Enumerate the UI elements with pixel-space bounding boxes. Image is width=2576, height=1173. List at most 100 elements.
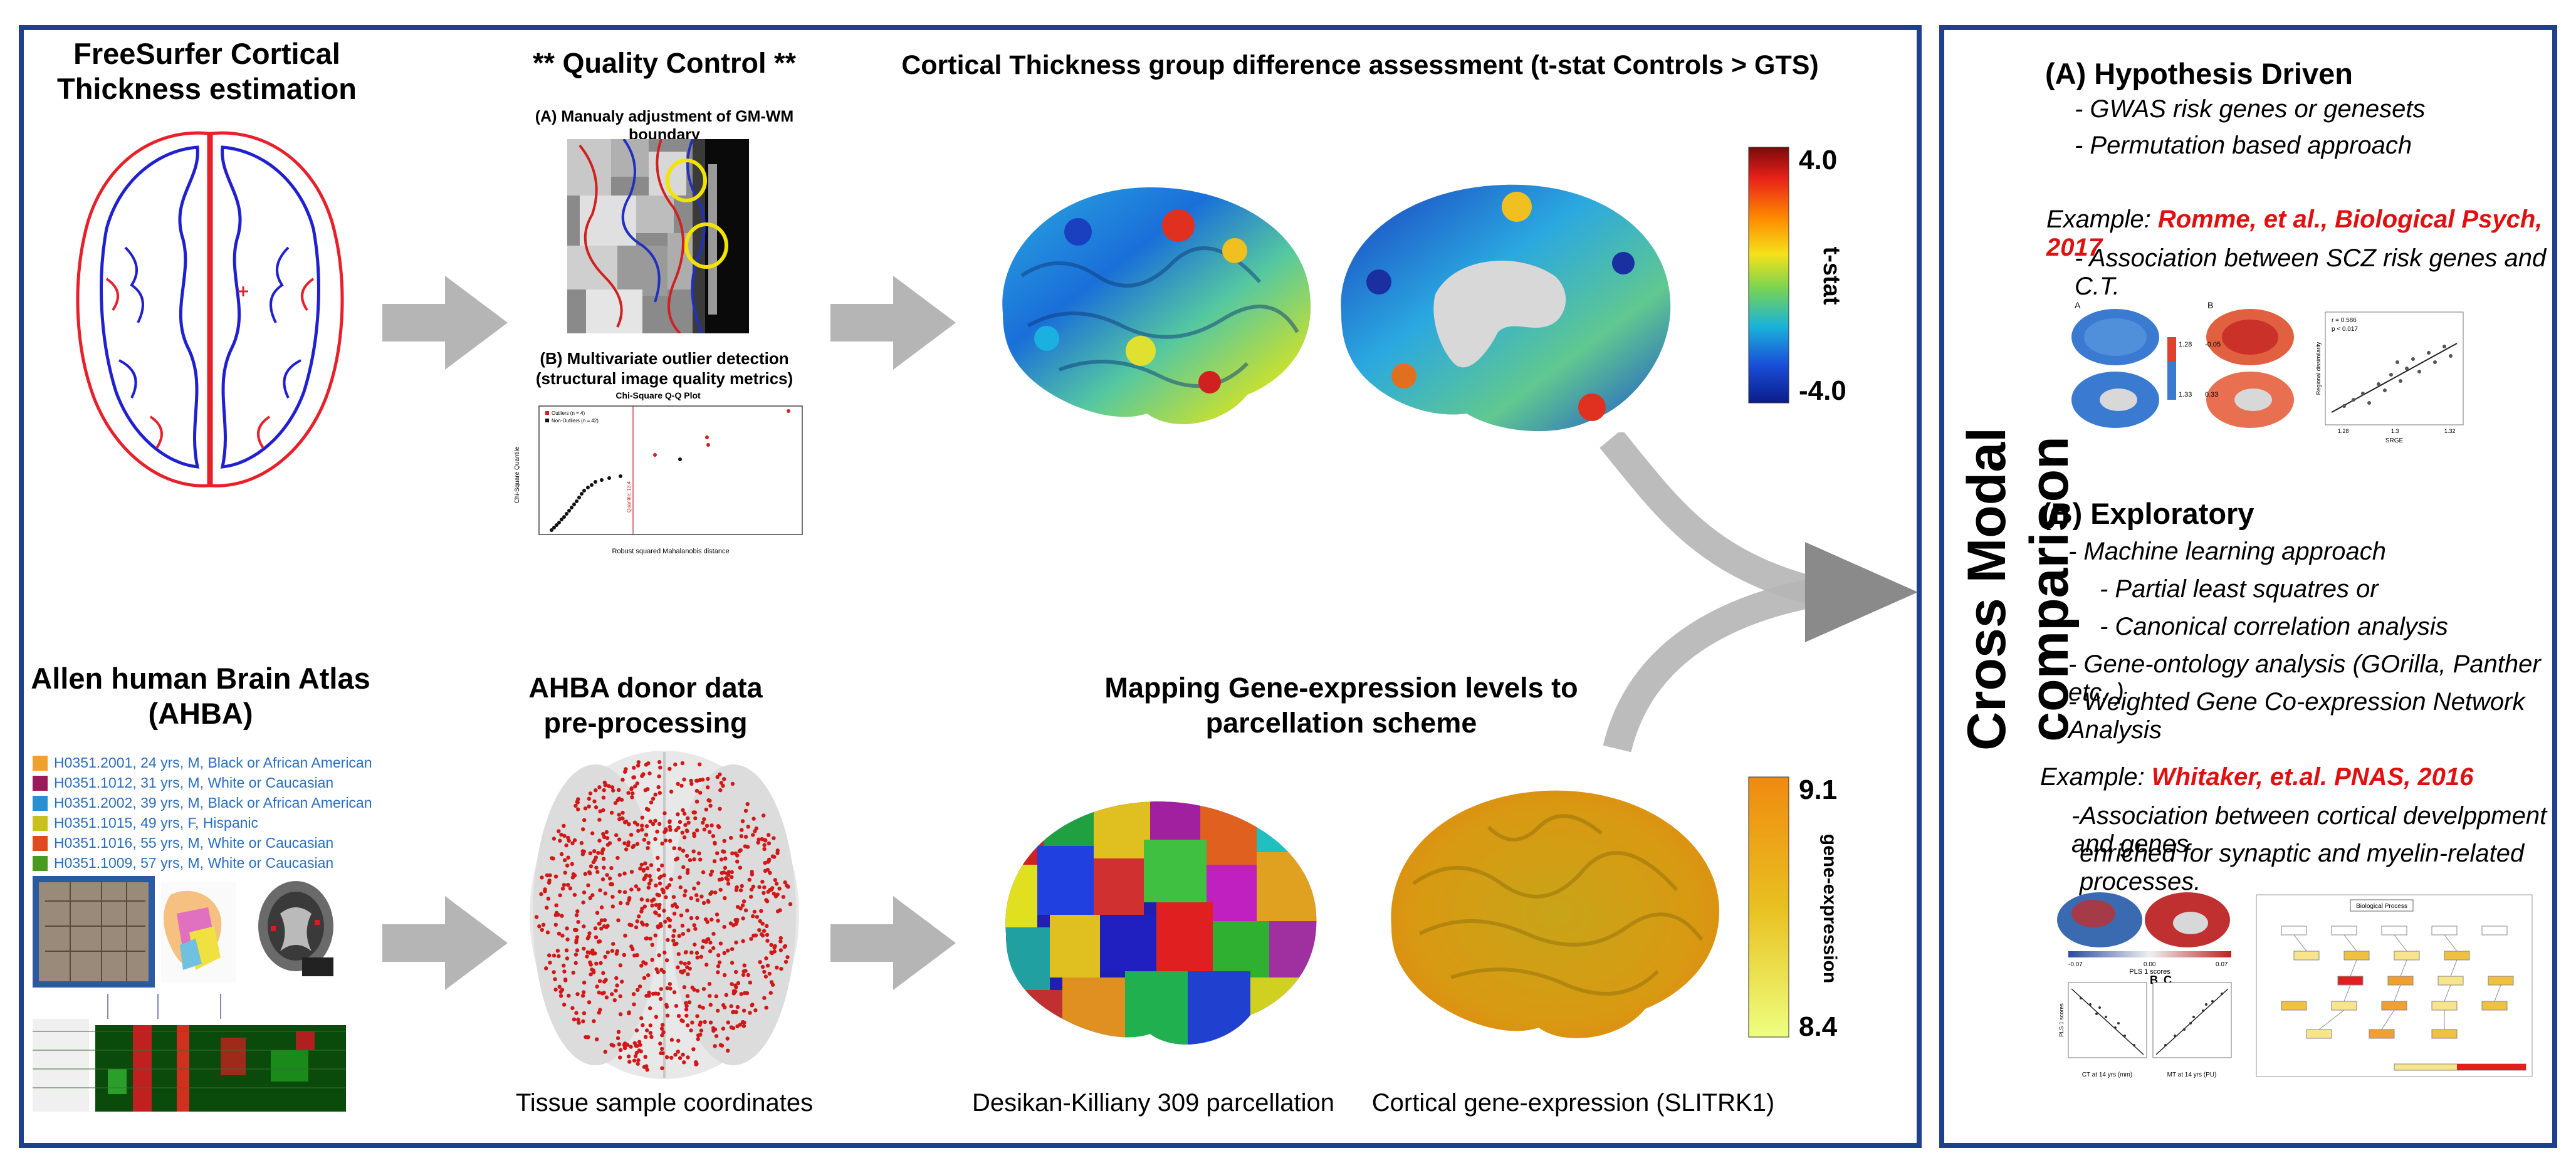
- tissue-sample-dot: [713, 1044, 717, 1048]
- tissue-sample-dot: [693, 927, 698, 931]
- tissue-sample-dot: [588, 960, 592, 965]
- tissue-sample-dot: [735, 885, 739, 890]
- tissue-sample-dot: [668, 924, 672, 929]
- tissue-sample-caption: Tissue sample coordinates: [515, 1089, 814, 1117]
- tissue-sample-dot: [587, 1000, 592, 1004]
- tissue-sample-dot: [702, 817, 706, 821]
- exploratory-example: Example: Whitaker, et.al. PNAS, 2016: [2040, 763, 2473, 791]
- ct-colorbar-min: -4.0: [1799, 375, 1846, 406]
- tissue-sample-dot: [767, 833, 771, 837]
- tissue-sample-dot: [586, 1035, 590, 1040]
- tissue-sample-dot: [708, 872, 713, 877]
- tissue-sample-dot: [709, 917, 714, 922]
- tissue-sample-dot: [595, 984, 599, 989]
- tissue-sample-dot: [610, 785, 615, 790]
- exp-fig-scale-min: -0.07: [2068, 961, 2083, 968]
- tissue-sample-dot: [639, 897, 644, 902]
- tissue-sample-dot: [689, 1028, 693, 1033]
- tissue-sample-dot: [773, 944, 777, 949]
- tissue-sample-dot: [726, 1048, 730, 1053]
- tissue-sample-dot: [747, 877, 751, 882]
- ct-brain-medial: [1341, 184, 1671, 432]
- tissue-sample-dot: [738, 888, 743, 893]
- tissue-sample-dot: [554, 910, 559, 915]
- tissue-sample-dot: [746, 825, 750, 829]
- tissue-sample-dot: [581, 900, 585, 905]
- tissue-sample-dot: [692, 832, 696, 836]
- tissue-sample-dot: [701, 778, 705, 782]
- tissue-sample-dot: [743, 908, 748, 913]
- tissue-sample-dot: [664, 828, 668, 833]
- tissue-sample-dot: [577, 1021, 581, 1025]
- tissue-sample-dot: [582, 980, 587, 985]
- tissue-sample-dot: [574, 940, 579, 945]
- tissue-sample-dot: [607, 876, 612, 881]
- tissue-sample-dot: [626, 1043, 630, 1047]
- tissue-sample-dot: [712, 859, 717, 863]
- tissue-sample-dot: [595, 1037, 599, 1041]
- tissue-sample-dot: [711, 1028, 716, 1033]
- hypothesis-bullet: - Permutation based approach: [2075, 132, 2412, 159]
- tissue-sample-dot: [721, 783, 725, 788]
- tissue-sample-dot: [751, 934, 756, 938]
- tissue-sample-dot: [751, 816, 756, 821]
- tissue-sample-dot: [741, 939, 745, 944]
- tissue-sample-dot: [654, 967, 659, 971]
- tissue-sample-dot: [537, 924, 542, 929]
- tissue-sample-dot: [590, 831, 595, 836]
- tissue-sample-dot: [768, 991, 773, 995]
- tissue-sample-dot: [765, 939, 770, 943]
- tissue-sample-dot: [547, 953, 552, 957]
- tissue-sample-dot: [675, 856, 680, 861]
- tissue-sample-dot: [692, 886, 696, 891]
- hypothesis-example-desc: - Association between SCZ risk genes and…: [2075, 244, 2547, 300]
- tissue-sample-dot: [560, 914, 564, 918]
- tissue-sample-dot: [767, 858, 771, 863]
- tissue-sample-dot: [741, 1024, 746, 1028]
- tissue-sample-dot: [749, 894, 753, 899]
- tissue-sample-dot: [676, 825, 681, 830]
- tissue-sample-dot: [759, 909, 763, 914]
- qq-legend-nonoutliers: Non-Outliers (n = 42): [552, 418, 599, 424]
- tissue-sample-dot: [657, 905, 661, 910]
- tissue-sample-dot: [762, 885, 767, 890]
- tissue-sample-dot: [674, 941, 679, 946]
- hyp-fig-x1: 1.28: [2338, 428, 2349, 434]
- tissue-sample-dot: [730, 982, 734, 986]
- tissue-sample-dot: [738, 848, 743, 852]
- tissue-sample-dot: [645, 1068, 649, 1072]
- tissue-sample-dot: [703, 1019, 707, 1024]
- tissue-sample-dot: [646, 846, 650, 850]
- tissue-sample-dot: [684, 1007, 689, 1012]
- tissue-sample-dot: [582, 849, 586, 854]
- tissue-sample-dot: [622, 871, 627, 876]
- tissue-sample-dot: [678, 820, 683, 825]
- tissue-sample-dot: [668, 766, 672, 771]
- donor-item: H0351.1012, 31 yrs, M, White or Caucasia…: [33, 774, 333, 791]
- donor-item: H0351.2001, 24 yrs, M, Black or African …: [33, 754, 372, 771]
- exp-fig-scale-max: 0.07: [2216, 961, 2228, 968]
- tissue-sample-dot: [730, 781, 735, 786]
- tissue-sample-brain: [530, 751, 799, 1079]
- tissue-sample-dot: [583, 806, 588, 811]
- tissue-sample-dot: [720, 877, 724, 882]
- tissue-sample-dot: [610, 992, 614, 996]
- tissue-sample-dot: [659, 874, 663, 878]
- tissue-sample-dot: [684, 1004, 689, 1008]
- tissue-sample-dot: [627, 898, 631, 902]
- qq-plot-title: Chi-Square Q-Q Plot: [615, 390, 701, 400]
- tissue-sample-dot: [545, 930, 550, 935]
- tissue-sample-dot: [657, 791, 662, 795]
- tissue-sample-dot: [749, 887, 754, 892]
- tissue-sample-dot: [565, 956, 570, 961]
- tissue-sample-dot: [630, 795, 634, 800]
- tissue-sample-dot: [600, 848, 605, 853]
- tissue-sample-dot: [615, 983, 619, 988]
- tissue-sample-dot: [695, 828, 699, 833]
- tissue-sample-dot: [588, 851, 593, 855]
- tissue-sample-dot: [657, 821, 662, 826]
- tissue-sample-dot: [665, 986, 669, 991]
- tissue-sample-dot: [589, 864, 594, 868]
- tissue-sample-dot: [749, 937, 753, 941]
- tissue-sample-dot: [573, 927, 577, 932]
